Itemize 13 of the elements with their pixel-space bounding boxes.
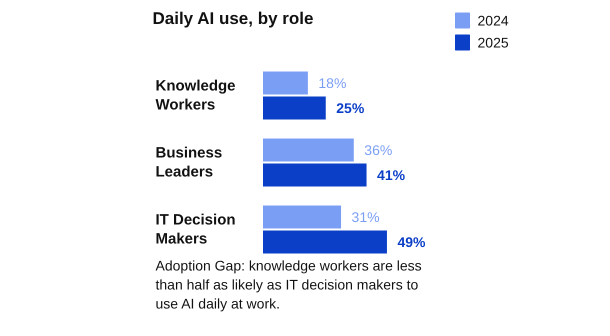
data-label: 49% [397,234,426,250]
data-label: 36% [364,142,392,158]
data-label: 18% [318,75,346,91]
chart-title: Daily AI use, by role [152,9,314,28]
data-label: 31% [352,209,380,225]
y-tick-label: Business Leaders [156,144,222,180]
y-tick-label: IT Decision Makers [156,212,236,248]
legend-label: 2025 [478,34,509,50]
y-tick-label: Knowledge Workers [156,78,236,114]
data-label: 25% [336,100,365,116]
legend-label: 2024 [478,12,509,28]
data-label: 41% [377,167,406,183]
annotation: Adoption Gap: knowledge workers are less than half as likely as IT decision makers to use AI daily at work. [156,257,422,312]
